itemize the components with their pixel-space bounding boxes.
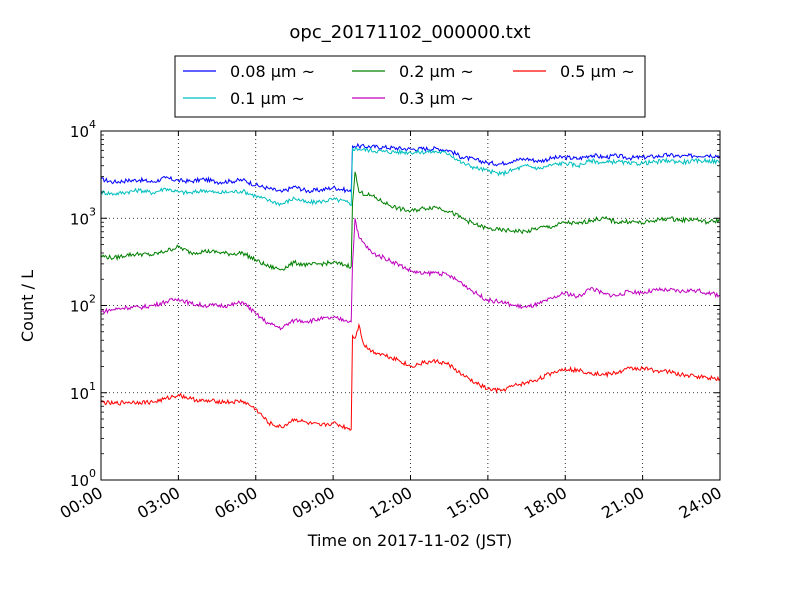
legend: 0.08 μm ~ 0.2 μm ~ 0.5 μm ~ 0.1 μm ~ 0.3 μm … xyxy=(174,55,646,118)
y-tick-exponent: 0 xyxy=(89,467,96,480)
y-tick-label: 10 xyxy=(70,123,89,141)
y-tick-exponent: 1 xyxy=(89,380,96,393)
series-line xyxy=(101,171,720,271)
legend-entry: 0.1 μm ~ xyxy=(230,89,305,108)
y-axis-label: Count / L xyxy=(18,270,37,342)
series-line xyxy=(101,218,720,331)
legend-entry: 0.5 μm ~ xyxy=(560,62,635,81)
y-tick-label: 10 xyxy=(70,472,89,490)
series-line xyxy=(101,146,720,207)
y-tick-exponent: 4 xyxy=(89,118,96,131)
x-axis-label: Time on 2017-11-02 (JST) xyxy=(307,531,512,550)
y-tick-exponent: 3 xyxy=(89,205,96,218)
legend-entry: 0.08 μm ~ xyxy=(230,62,315,81)
plot-area xyxy=(100,130,721,481)
series-line xyxy=(101,142,720,194)
legend-entry: 0.3 μm ~ xyxy=(399,89,474,108)
series-group xyxy=(101,142,720,432)
y-tick-exponent: 2 xyxy=(89,293,96,306)
y-tick-label: 10 xyxy=(70,210,89,228)
chart-title: opc_20171102_000000.txt xyxy=(289,22,530,43)
y-tick-label: 10 xyxy=(70,385,89,403)
ticks xyxy=(100,130,721,481)
legend-box xyxy=(174,55,646,118)
legend-entry: 0.2 μm ~ xyxy=(399,62,474,81)
y-tick-label: 10 xyxy=(70,298,89,316)
series-line xyxy=(101,322,720,432)
